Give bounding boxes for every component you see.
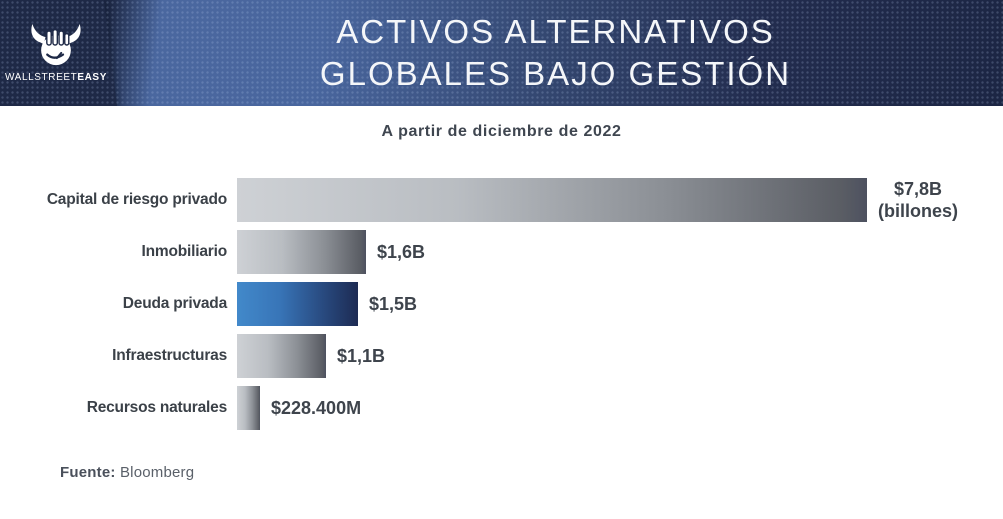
bar-row: Infraestructuras $1,1B	[0, 334, 1003, 378]
bar-value: $228.400M	[271, 397, 362, 418]
bull-fist-icon	[31, 24, 81, 66]
logo-wordmark-bold: EASY	[77, 72, 107, 83]
bar-row: Recursos naturales $228.400M	[0, 386, 1003, 430]
header-banner: WALLSTREETEASY ACTIVOS ALTERNATIVOS GLOB…	[0, 0, 1003, 106]
bar-row: Deuda privada $1,5B	[0, 282, 1003, 326]
bar-label: Capital de riesgo privado	[46, 191, 227, 208]
bar-gray	[237, 230, 366, 274]
bar-value: $1,1B	[337, 345, 386, 366]
source-label: Fuente:	[60, 464, 116, 481]
bar-blue	[237, 282, 358, 326]
bar-label: Recursos naturales	[86, 399, 227, 416]
bar-value: $7,8B (billones)	[878, 178, 958, 222]
bar-label: Infraestructuras	[112, 347, 227, 364]
page-title-line2: GLOBALES BAJO GESTIÓN	[319, 55, 792, 92]
chart-subtitle: A partir de diciembre de 2022	[381, 123, 622, 140]
source-note: Fuente: Bloomberg	[60, 464, 194, 481]
bar-gray	[237, 386, 260, 430]
bar-gray	[237, 334, 326, 378]
logo-wordmark-regular: WALLSTREET	[5, 72, 78, 83]
logo-wordmark: WALLSTREETEASY	[5, 72, 107, 83]
bar-label: Inmobiliario	[141, 243, 228, 260]
bar-chart: Capital de riesgo privado $7,8B (billones)…	[0, 178, 1003, 430]
logo: WALLSTREETEASY	[0, 0, 112, 106]
page-title-line1: ACTIVOS ALTERNATIVOS	[336, 13, 775, 51]
bar-gray	[237, 178, 867, 222]
bar-row: Inmobiliario $1,6B	[0, 230, 1003, 274]
source-name: Bloomberg	[119, 464, 195, 481]
page-title: ACTIVOS ALTERNATIVOS GLOBALES BAJO GESTI…	[108, 11, 1003, 95]
bar-value: $1,5B	[369, 293, 418, 314]
bar-label: Deuda privada	[122, 295, 227, 312]
bar-value: $1,6B	[377, 241, 426, 262]
bar-row: Capital de riesgo privado $7,8B (billones)	[0, 178, 1003, 222]
